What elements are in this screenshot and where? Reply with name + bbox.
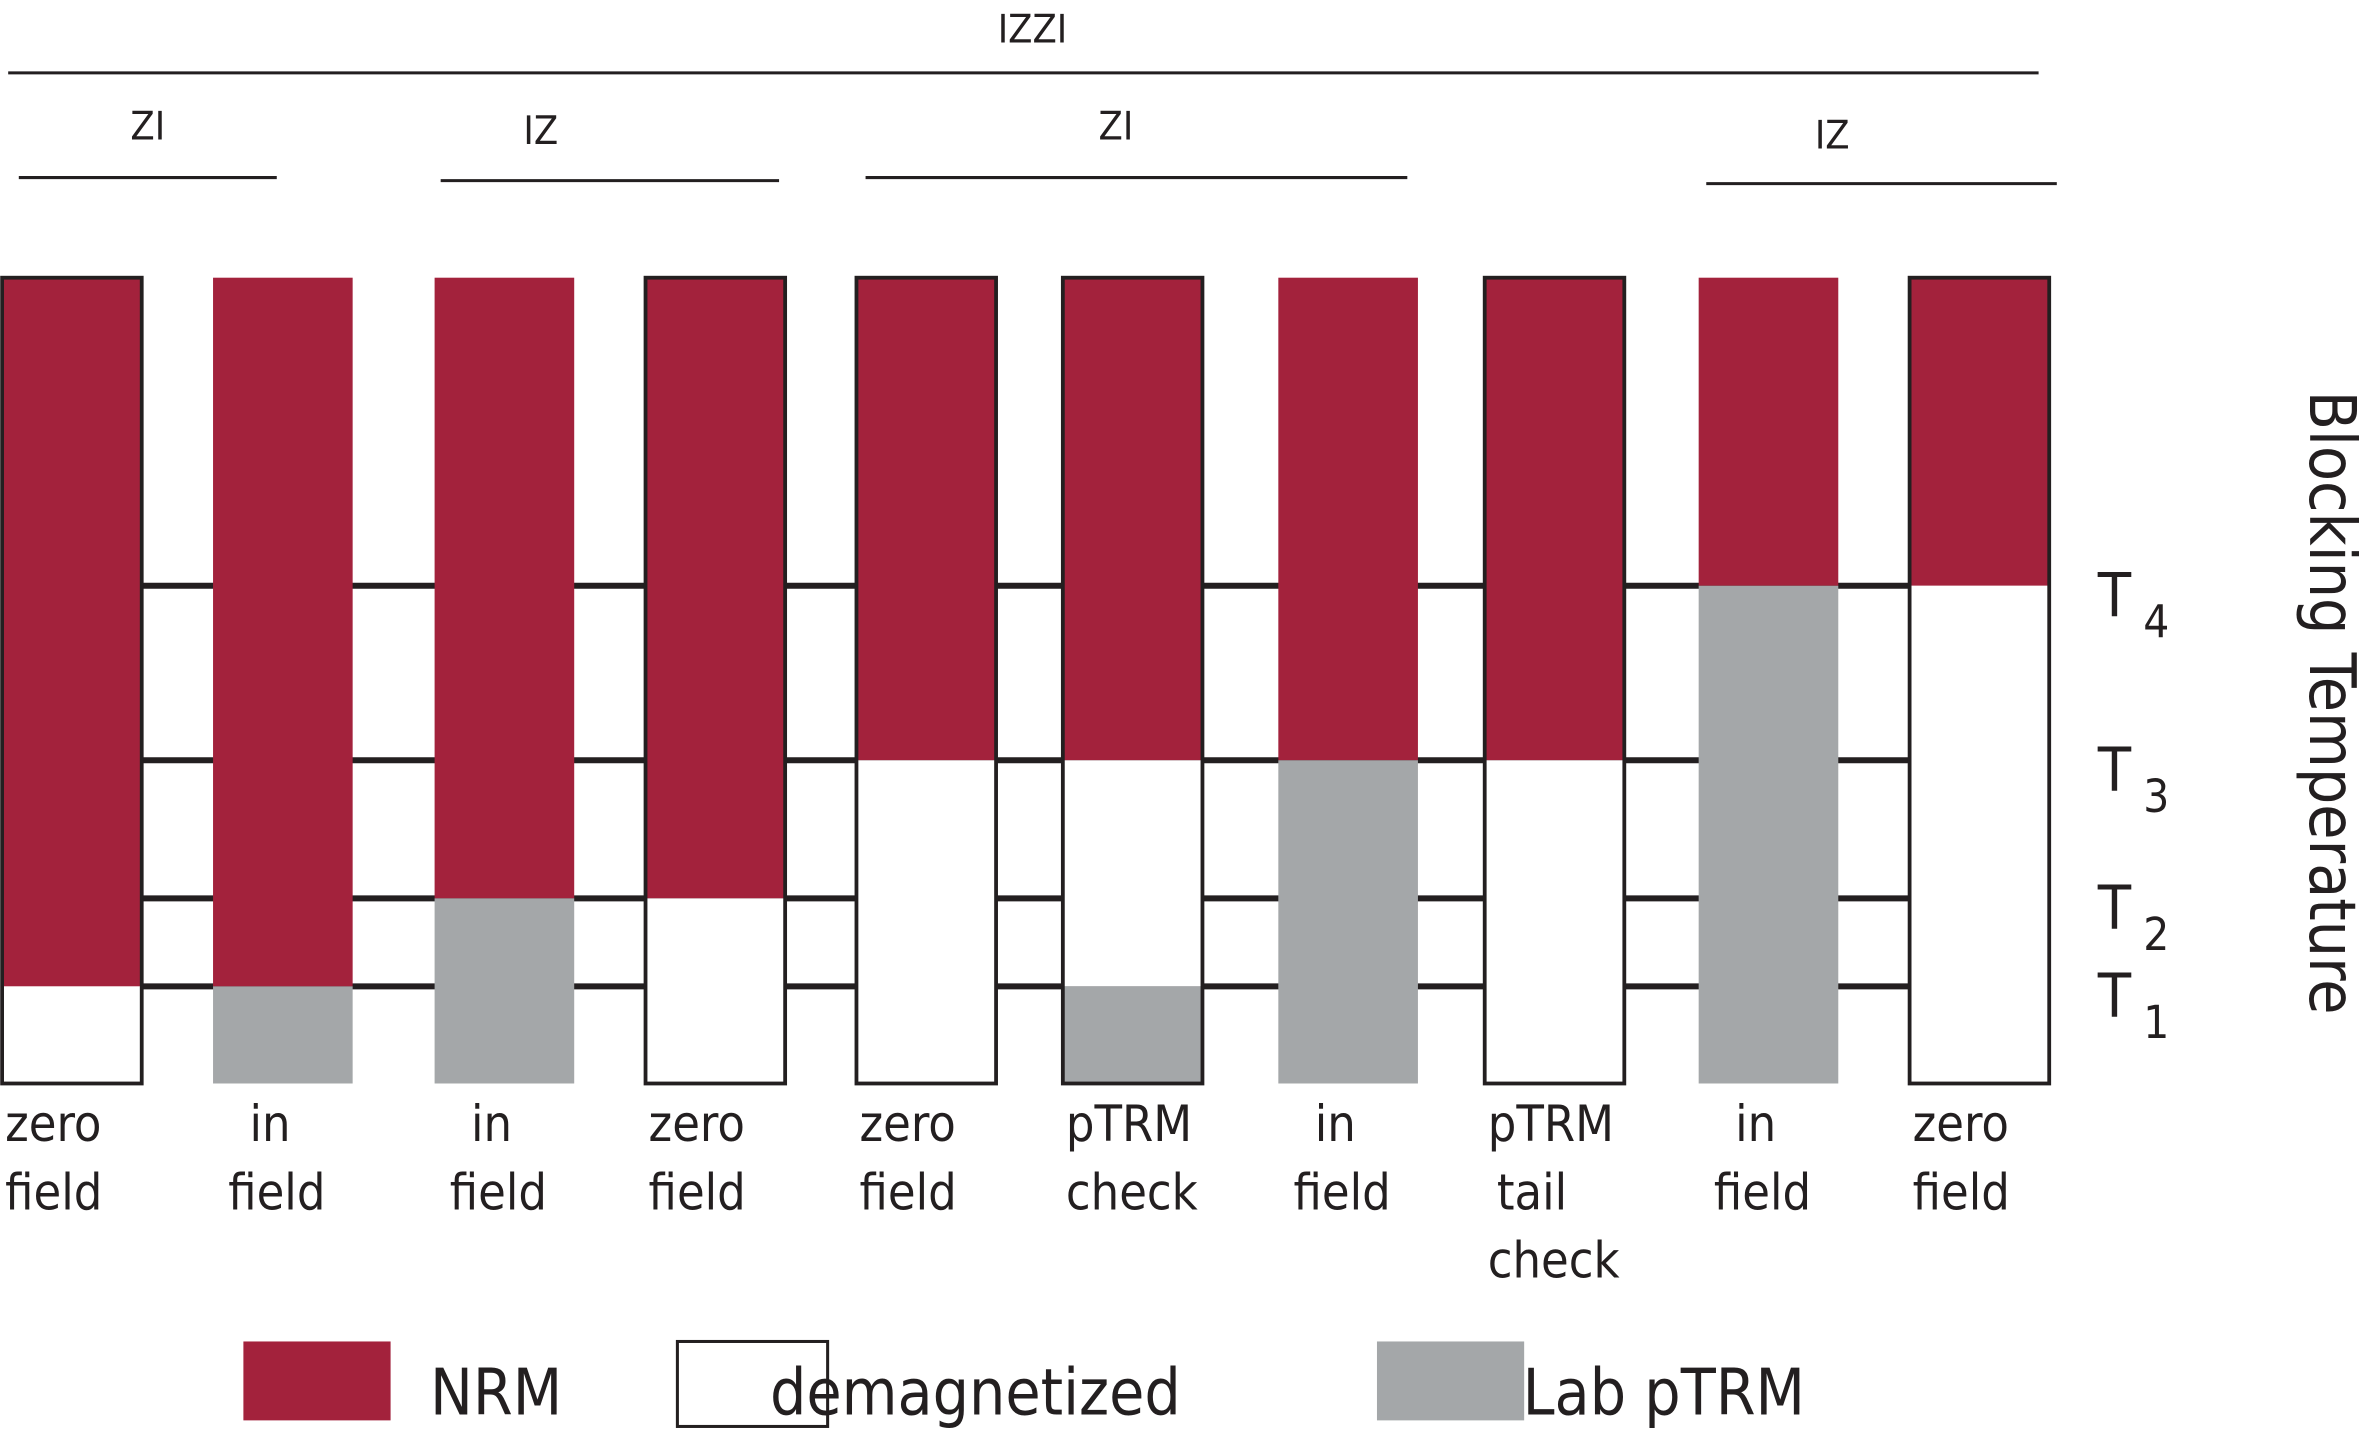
step-label-line: in [1735, 1095, 1776, 1153]
legend-item: demagnetized [675, 1339, 1181, 1430]
segment-nrm [1909, 277, 2050, 586]
y-axis-label: Blocking Temperature [2294, 391, 2368, 1015]
step-label: in field [450, 1095, 547, 1221]
segment-lab-ptrm [213, 986, 353, 1084]
legend-swatch [675, 1339, 830, 1428]
step-label-line: zero [1913, 1095, 2009, 1153]
step-bars [0, 275, 2052, 1086]
step-label-line: field [450, 1163, 547, 1221]
bar-outline [854, 275, 998, 1086]
segment-demagnetized [1909, 585, 2050, 1084]
group-label-zi-1: ZI [130, 104, 165, 150]
step-bar [643, 275, 788, 1086]
level-labels: T 4 T 3 T 2T 1 [2097, 561, 2170, 1049]
legend-item: Lab pTRM [1376, 1341, 1805, 1430]
step-label: in field [1294, 1095, 1391, 1221]
segment-demagnetized [1484, 760, 1625, 1084]
step-label: in field [228, 1095, 325, 1221]
segment-nrm [1062, 277, 1203, 761]
step-label-line: field [1714, 1163, 1811, 1221]
segment-demagnetized [645, 898, 786, 1084]
step-label-line: zero [649, 1095, 745, 1153]
segment-nrm [1698, 277, 1839, 586]
step-label-line: field [5, 1163, 102, 1221]
step-label-line: pTRM [1488, 1095, 1614, 1153]
step-bar [434, 277, 575, 1084]
segment-lab-ptrm [1062, 986, 1203, 1084]
step-bar [1907, 275, 2052, 1086]
step-label-line: field [859, 1163, 956, 1221]
legend-label: demagnetized [770, 1356, 1181, 1430]
segment-nrm [213, 277, 353, 987]
step-bar [854, 275, 998, 1086]
segment-lab-ptrm [1698, 585, 1839, 1084]
step-label: zero field [649, 1095, 746, 1221]
step-label-line: zero [859, 1095, 955, 1153]
step-label: zero field [859, 1095, 956, 1221]
step-label: zero field [5, 1095, 102, 1221]
step-bar [1698, 277, 1839, 1084]
step-bar [1482, 275, 1627, 1086]
step-label-line: field [1913, 1163, 2010, 1221]
legend-label: NRM [430, 1356, 562, 1430]
izzi-label: IZZI [998, 6, 1068, 52]
step-label-line: field [649, 1163, 746, 1221]
step-label-line: check [1488, 1232, 1620, 1290]
legend-item: NRM [243, 1341, 562, 1430]
step-bar [0, 275, 144, 1086]
segment-lab-ptrm [1278, 760, 1418, 1084]
step-label-line: field [1294, 1163, 1391, 1221]
segment-nrm [856, 277, 997, 761]
segment-demagnetized [2, 986, 142, 1084]
legend-label: Lab pTRM [1523, 1356, 1805, 1430]
step-label: pTRM check [1066, 1095, 1198, 1221]
bar-outline [1060, 275, 1205, 1086]
step-label-line: in [1315, 1095, 1356, 1153]
step-labels: zero field in field in field zero field zero fiel… [5, 1095, 2010, 1290]
group-label-iz-1: IZ [523, 108, 558, 154]
segment-demagnetized [856, 760, 997, 1084]
step-label: zero field [1913, 1095, 2010, 1221]
step-label-line: pTRM [1066, 1095, 1192, 1153]
segment-nrm [1278, 277, 1418, 761]
segment-nrm [434, 277, 575, 899]
bar-outline [0, 275, 144, 1086]
bar-outline [1907, 275, 2052, 1086]
legend: NRM demagnetized Lab pTRM [243, 1339, 1805, 1430]
segment-nrm [1484, 277, 1625, 761]
legend-swatch [1376, 1341, 1525, 1421]
step-label-line: field [228, 1163, 325, 1221]
bar-outline [643, 275, 788, 1086]
step-label: in field [1714, 1095, 1811, 1221]
temperature-levels [141, 582, 1910, 990]
step-label-line: in [249, 1095, 290, 1153]
group-label-zi-2: ZI [1099, 104, 1134, 150]
bar-outline [1482, 275, 1627, 1086]
segment-nrm [2, 277, 142, 987]
step-label-line: in [471, 1095, 512, 1153]
step-label-line: tail [1497, 1163, 1567, 1221]
segment-nrm [645, 277, 786, 899]
segment-demagnetized [1062, 760, 1203, 987]
segment-lab-ptrm [434, 898, 575, 1084]
step-bar [1278, 277, 1418, 1084]
step-label: pTRM tail check [1488, 1095, 1620, 1290]
header-brackets: IZZI ZI IZ ZI IZ [8, 6, 2057, 186]
step-label-line: zero [5, 1095, 101, 1153]
step-bar [1060, 275, 1205, 1086]
group-label-iz-2: IZ [1815, 113, 1850, 159]
legend-swatch [243, 1341, 391, 1421]
step-bar [213, 277, 353, 1084]
step-label-line: check [1066, 1163, 1198, 1221]
